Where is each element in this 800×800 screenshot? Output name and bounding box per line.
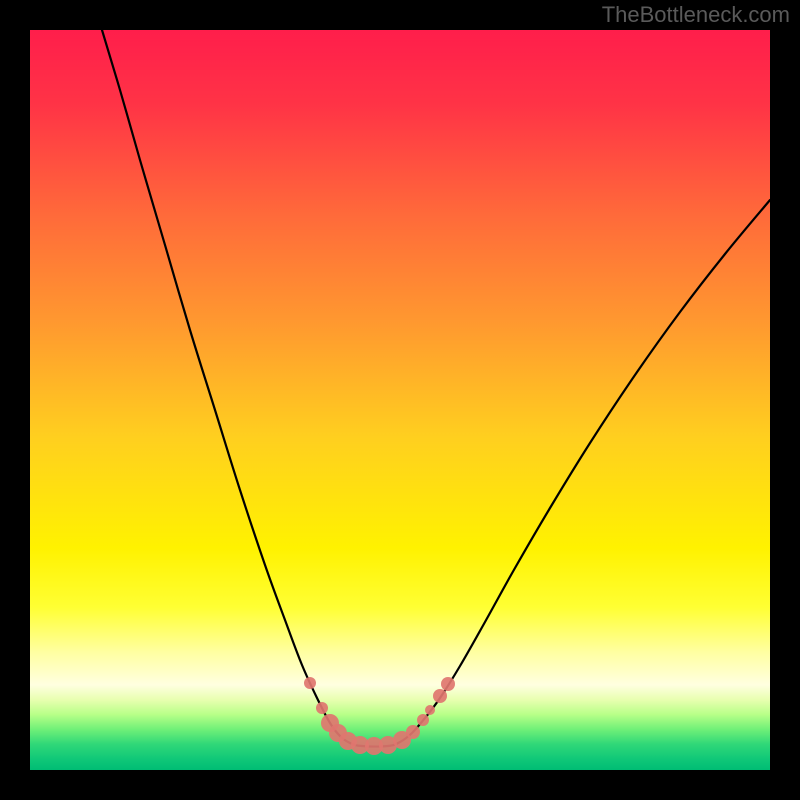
gradient-background <box>30 30 770 770</box>
data-marker <box>441 677 455 691</box>
plot-svg <box>30 30 770 770</box>
watermark-text: TheBottleneck.com <box>602 2 790 28</box>
data-marker <box>304 677 316 689</box>
data-marker <box>433 689 447 703</box>
data-marker <box>406 725 420 739</box>
data-marker <box>417 714 429 726</box>
chart-frame: TheBottleneck.com <box>0 0 800 800</box>
data-marker <box>316 702 328 714</box>
data-marker <box>425 705 435 715</box>
plot-area <box>30 30 770 770</box>
